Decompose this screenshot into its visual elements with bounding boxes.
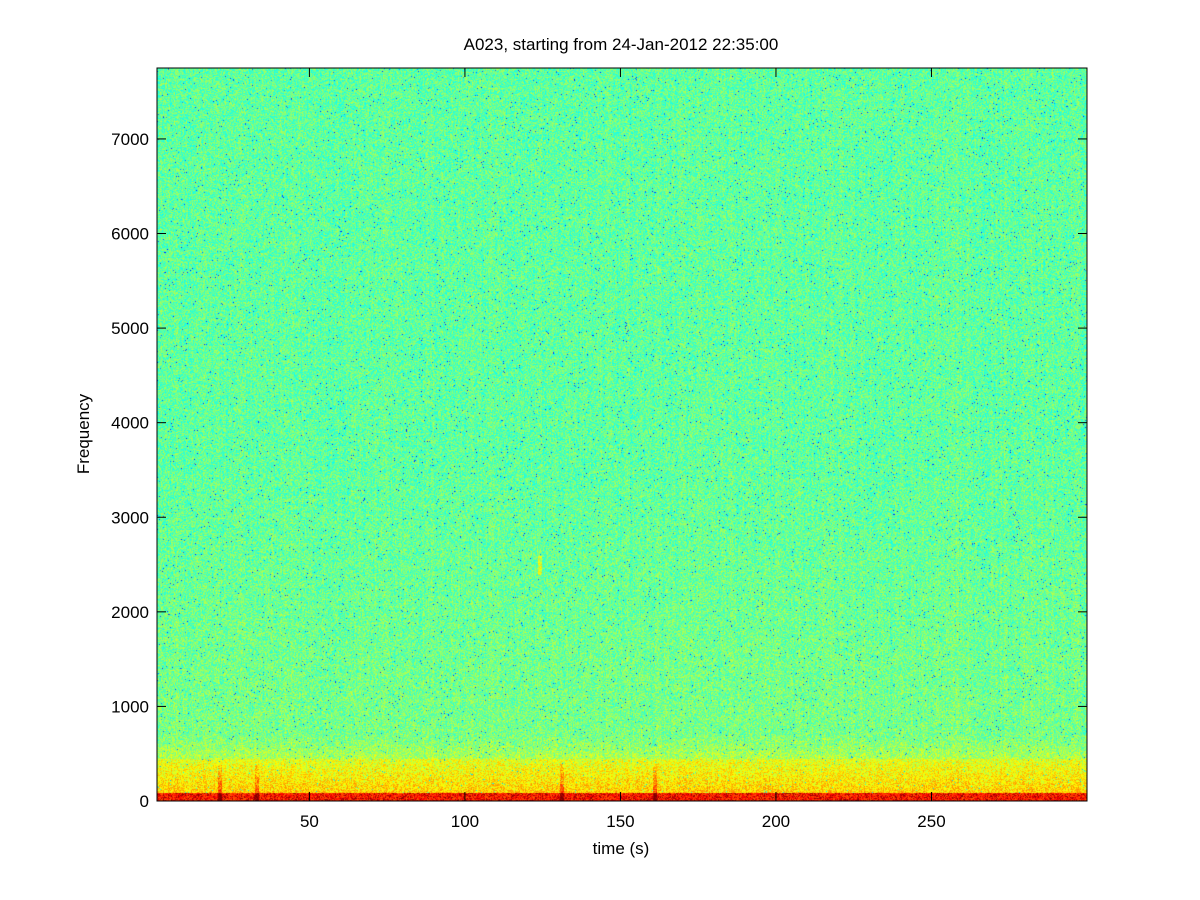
x-tick-label: 200 — [762, 812, 790, 831]
axes-frame — [156, 67, 1088, 802]
y-tick-label: 5000 — [111, 319, 149, 338]
spectrogram-image — [157, 68, 1087, 801]
x-tick-label: 150 — [606, 812, 634, 831]
tick-layer: 50 100 150 200 250 0 1000 2000 3000 4000 5000 6000 7… — [111, 68, 1087, 831]
x-tick-label: 100 — [451, 812, 479, 831]
y-tick-label: 6000 — [111, 225, 149, 244]
x-tick-label: 250 — [917, 812, 945, 831]
y-axis-label: Frequency — [74, 393, 93, 474]
y-tick-label: 0 — [140, 792, 149, 811]
y-tick-label: 7000 — [111, 130, 149, 149]
y-tick-label: 1000 — [111, 697, 149, 716]
x-axis-label: time (s) — [593, 839, 650, 858]
x-tick-label: 50 — [300, 812, 319, 831]
y-tick-label: 2000 — [111, 603, 149, 622]
chart-title: A023, starting from 24-Jan-2012 22:35:00 — [464, 35, 779, 54]
y-tick-label: 3000 — [111, 508, 149, 527]
y-tick-label: 4000 — [111, 414, 149, 433]
